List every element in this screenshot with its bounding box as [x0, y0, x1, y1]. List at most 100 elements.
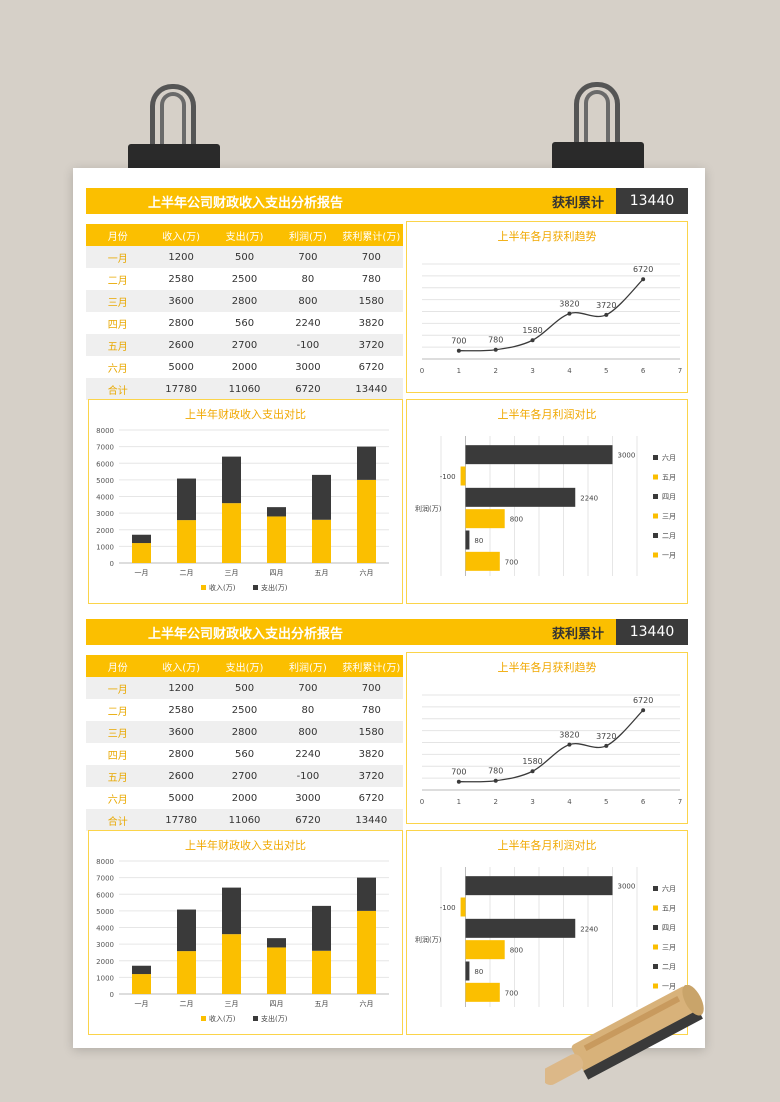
table-header-row: 月份 收入(万) 支出(万) 利润(万) 获利累计(万) — [86, 224, 403, 246]
y-tick-label: 7000 — [96, 875, 114, 883]
data-label: -100 — [440, 904, 456, 912]
data-label: 3000 — [618, 452, 636, 460]
table-cell: 3720 — [358, 770, 385, 782]
data-label: 1580 — [522, 326, 542, 335]
y-tick-label: 2000 — [96, 527, 114, 535]
chart-title: 上半年各月利润对比 — [497, 839, 597, 852]
table-cell: 80 — [301, 704, 315, 716]
table-header-cell: 月份 — [107, 662, 128, 674]
series-line — [458, 278, 644, 352]
table-cell: 2700 — [231, 770, 258, 782]
table-cell: 560 — [234, 317, 255, 329]
table-cell: 700 — [361, 251, 381, 263]
table-cell: 2580 — [168, 273, 194, 285]
x-tick-label: 0 — [420, 367, 424, 375]
data-point — [567, 311, 572, 316]
data-label: 800 — [510, 947, 523, 955]
bar-segment — [312, 905, 331, 951]
table-cell: 合计 — [107, 816, 128, 828]
stacked-bar-chart: 0 1000 2000 3000 4000 5000 6000 7000 8000 一月 二月 三月 四… — [96, 858, 389, 1023]
bar-segment — [357, 446, 376, 480]
table-cell: 700 — [298, 682, 318, 694]
profit-trend-panel: 上半年各月获利趋势 0 1 2 3 4 5 6 7 700 780 1580 3820 3720 6720 — [406, 652, 688, 824]
legend-swatch — [653, 964, 658, 969]
legend-label: 收入(万) — [209, 1014, 236, 1023]
table-cell: 一月 — [107, 684, 128, 696]
income-expense-panel: 上半年财政收入支出对比 0 1000 2000 3000 4000 5000 6000 7000… — [88, 399, 403, 604]
y-tick-label: 0 — [110, 560, 114, 568]
table-cell: 1580 — [358, 726, 385, 738]
legend-swatch — [653, 905, 658, 911]
y-tick-label: 4000 — [96, 494, 114, 502]
table-row: 六月 5000 2000 3000 6720 — [86, 356, 403, 378]
table-cell: 17780 — [165, 814, 198, 826]
data-label: 3720 — [596, 301, 616, 310]
table-cell: 2240 — [295, 748, 321, 760]
bar-segment — [132, 543, 151, 563]
chart-title: 上半年财政收入支出对比 — [185, 839, 306, 852]
table-cell: 3600 — [168, 726, 194, 738]
table-cell: 1580 — [358, 295, 385, 307]
category-label: 四月 — [270, 569, 284, 577]
legend-label: 一月 — [662, 552, 676, 560]
data-label: 80 — [474, 537, 483, 545]
bar-segment — [357, 910, 376, 994]
legend-label: 六月 — [662, 884, 676, 893]
table-cell: 3820 — [358, 748, 385, 760]
chart-title: 上半年财政收入支出对比 — [185, 408, 306, 421]
data-point — [456, 348, 461, 353]
category-label: 六月 — [360, 568, 374, 577]
category-label: 五月 — [315, 569, 329, 577]
bar-segment — [267, 516, 286, 563]
bar — [465, 961, 470, 981]
table-header-cell: 收入(万) — [162, 662, 201, 674]
rubber-stamp — [545, 985, 704, 1086]
accum-label: 获利累计 — [552, 627, 605, 642]
data-label: 6720 — [633, 696, 653, 705]
legend-label: 三月 — [662, 513, 676, 521]
data-label: 700 — [451, 337, 466, 346]
chart-title: 上半年各月获利趋势 — [497, 230, 597, 243]
legend-swatch — [653, 455, 658, 460]
table-cell: 六月 — [107, 794, 128, 806]
table-cell: 3000 — [295, 792, 321, 804]
horizontal-bar-chart: 700 80 800 2240 -100 3000 利润(万) 一月 二月 三月 四月 五月 六月 — [415, 436, 676, 576]
bar-segment — [222, 934, 241, 994]
table-cell: 三月 — [107, 297, 128, 309]
monthly-profit-panel: 上半年各月利润对比 700 80 800 2240 -100 3000 利润(万) 一月 二月 三月… — [406, 399, 688, 604]
legend-label: 三月 — [662, 944, 676, 952]
data-label: -100 — [440, 473, 456, 481]
data-label: 3720 — [596, 732, 616, 741]
bar-segment — [312, 474, 331, 520]
bar — [465, 918, 576, 938]
legend-swatch — [201, 585, 206, 590]
bar-segment — [177, 520, 196, 563]
table-header-cell: 收入(万) — [162, 231, 201, 243]
bar — [465, 551, 500, 571]
bar-segment — [177, 478, 196, 521]
table-cell: 四月 — [107, 750, 128, 762]
bar — [465, 445, 613, 465]
data-label: 3820 — [559, 300, 579, 309]
table-cell: 3600 — [168, 295, 194, 307]
y-tick-label: 7000 — [96, 444, 114, 452]
legend-label: 支出(万) — [261, 1014, 288, 1023]
series-line — [458, 709, 644, 783]
bar — [465, 530, 470, 550]
data-label: 3000 — [618, 883, 636, 891]
legend-label: 五月 — [662, 474, 676, 482]
table-cell: 11060 — [228, 814, 261, 826]
table-cell: 2800 — [168, 317, 194, 329]
bar-segment — [267, 947, 286, 994]
legend-swatch — [653, 925, 658, 930]
legend-label: 二月 — [662, 532, 676, 540]
table-cell: 2800 — [231, 295, 258, 307]
y-tick-label: 3000 — [96, 941, 114, 949]
legend-swatch — [253, 1016, 258, 1021]
title-bar: 上半年公司财政收入支出分析报告 获利累计 — [86, 619, 616, 645]
y-tick-label: 3000 — [96, 510, 114, 518]
bar-segment — [357, 479, 376, 563]
bar-segment — [312, 950, 331, 994]
table-cell: 700 — [298, 251, 318, 263]
x-tick-label: 0 — [420, 798, 424, 806]
